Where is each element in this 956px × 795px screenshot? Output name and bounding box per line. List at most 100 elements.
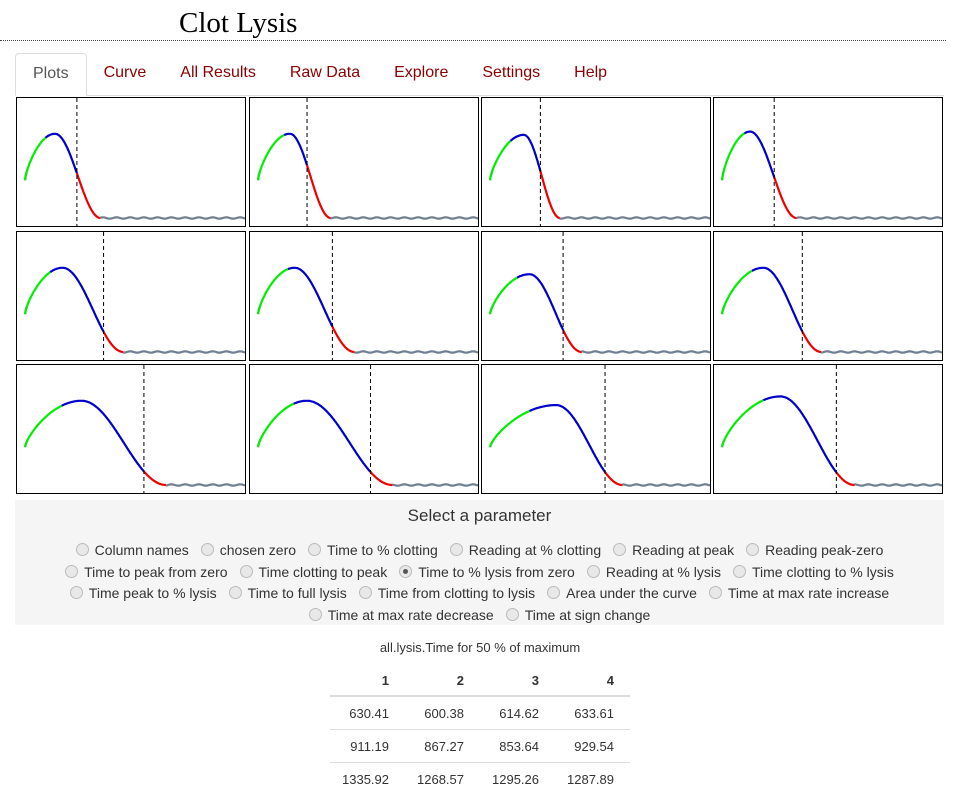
lysis-plot-well-10 [249, 364, 479, 494]
table-cell: 929.54 [555, 729, 630, 763]
lysis-plot-well-6 [249, 231, 479, 361]
parameter-option[interactable]: Time from clotting to lysis [358, 583, 535, 605]
parameter-option[interactable]: Time peak to % lysis [69, 583, 217, 605]
table-cell: 633.61 [555, 695, 630, 730]
baseline-segment [580, 350, 710, 354]
table-row: 630.41 600.38 614.62 633.61 [330, 695, 630, 730]
parameter-option[interactable]: Reading at % clotting [449, 540, 602, 562]
column-header: 3 [480, 665, 555, 697]
radio-button[interactable] [239, 564, 253, 578]
peak-segment [49, 266, 105, 333]
app-title: Clot Lysis [179, 7, 298, 39]
table-cell: 614.62 [480, 695, 555, 730]
tab-plots[interactable]: Plots [15, 53, 87, 96]
parameter-option[interactable]: Reading at % lysis [586, 562, 721, 584]
lysis-plot-well-7 [481, 231, 711, 361]
radio-button[interactable] [708, 586, 722, 600]
baseline-segment [353, 350, 478, 354]
tab-all-results[interactable]: All Results [180, 64, 256, 81]
parameter-option[interactable]: Time clotting to % lysis [733, 562, 894, 584]
clotting-segment [24, 404, 63, 448]
table-row: 1335.92 1268.57 1295.26 1287.89 [330, 762, 630, 795]
lysis-segment [305, 164, 331, 220]
parameter-heading: Select a parameter [407, 506, 552, 525]
radio-button[interactable] [746, 543, 760, 556]
table-cell: 630.41 [330, 695, 405, 730]
tab-help[interactable]: Help [574, 64, 608, 81]
radio-button[interactable] [200, 543, 214, 556]
baseline-segment [621, 483, 710, 487]
parameter-option[interactable]: Time to peak from zero [65, 562, 228, 584]
parameter-option[interactable]: Time at sign change [505, 605, 650, 627]
parameter-option-label: Time to % lysis from zero [418, 563, 575, 580]
radio-button[interactable] [505, 608, 519, 622]
radio-row: Time at max rate decrease Time at sign ch… [15, 605, 944, 627]
parameter-option-label: Column names [94, 542, 189, 558]
radio-button[interactable] [75, 543, 89, 556]
baseline-segment [796, 216, 942, 220]
radio-button[interactable] [308, 543, 322, 556]
parameter-option[interactable]: Time clotting to peak [239, 562, 388, 584]
parameter-option[interactable]: Time at max rate increase [708, 583, 889, 605]
peak-segment [516, 273, 565, 331]
results-table: 1 2 3 4 630.41 600.38 614.62 633.61 911.19 86… [330, 665, 630, 795]
lysis-segment [331, 326, 355, 354]
radio-button[interactable] [586, 564, 600, 578]
parameter-option[interactable]: Reading at peak [613, 540, 734, 562]
baseline-segment [330, 216, 478, 220]
parameter-option[interactable]: Time at max rate decrease [308, 605, 494, 627]
radio-button[interactable] [449, 543, 463, 556]
parameter-option[interactable]: Time to % clotting [308, 540, 438, 562]
parameter-option-label: Reading at % clotting [468, 542, 602, 558]
clotting-segment [257, 134, 285, 181]
baseline-segment [99, 216, 245, 220]
tab-raw-data[interactable]: Raw Data [289, 64, 361, 81]
radio-button[interactable] [69, 586, 83, 600]
parameter-option[interactable]: chosen zero [200, 540, 296, 562]
clotting-segment [257, 402, 295, 448]
tab-curve[interactable]: Curve [103, 64, 147, 81]
peak-segment [751, 266, 804, 332]
lysis-plot-well-2 [249, 97, 479, 227]
radio-button[interactable] [613, 543, 627, 556]
table-row: 911.19 867.27 853.64 929.54 [330, 729, 630, 763]
clotting-segment [257, 268, 289, 315]
tab-explore[interactable]: Explore [394, 64, 449, 81]
peak-segment [529, 403, 606, 473]
radio-row: Column names chosen zero Time to % clottin… [15, 540, 944, 562]
parameter-option-label: Time at max rate decrease [327, 607, 494, 624]
lysis-plot-well-11 [481, 364, 711, 494]
lysis-segment [102, 331, 124, 354]
parameter-option-label: Time clotting to peak [258, 563, 388, 580]
baseline-segment [853, 483, 942, 487]
table-cell: 867.27 [405, 729, 480, 763]
radio-button[interactable] [399, 564, 413, 578]
lysis-segment [604, 471, 623, 487]
parameter-option[interactable]: Column names [75, 540, 189, 562]
column-header: 4 [555, 665, 630, 697]
tab-settings[interactable]: Settings [482, 64, 541, 81]
parameter-option[interactable]: Reading peak-zero [746, 540, 883, 562]
radio-button[interactable] [358, 586, 372, 600]
parameter-option[interactable]: Time to % lysis from zero [399, 562, 575, 584]
parameter-option[interactable]: Area under the curve [547, 583, 697, 605]
title-divider [0, 40, 946, 41]
clotting-segment [721, 399, 764, 448]
table-cell: 1335.92 [330, 762, 405, 795]
column-header: 2 [405, 665, 480, 697]
parameter-option-label: Reading at % lysis [605, 563, 721, 580]
parameter-option[interactable]: Time to full lysis [228, 583, 347, 605]
peak-segment [743, 130, 776, 178]
radio-button[interactable] [733, 564, 746, 578]
parameter-panel: Select a parameter Column names chosen ze… [15, 500, 944, 625]
results-caption: all.lysis.Time for 50 % of maximum [379, 640, 581, 655]
tab-bar: Plots Curve All Results Raw Data Explore… [15, 53, 944, 96]
radio-button[interactable] [228, 586, 242, 600]
peak-segment [293, 399, 372, 473]
radio-button[interactable] [547, 586, 561, 600]
radio-button[interactable] [308, 608, 322, 622]
clotting-segment [721, 132, 745, 181]
baseline-segment [559, 216, 710, 220]
radio-button[interactable] [65, 564, 79, 578]
baseline-segment [122, 350, 245, 354]
